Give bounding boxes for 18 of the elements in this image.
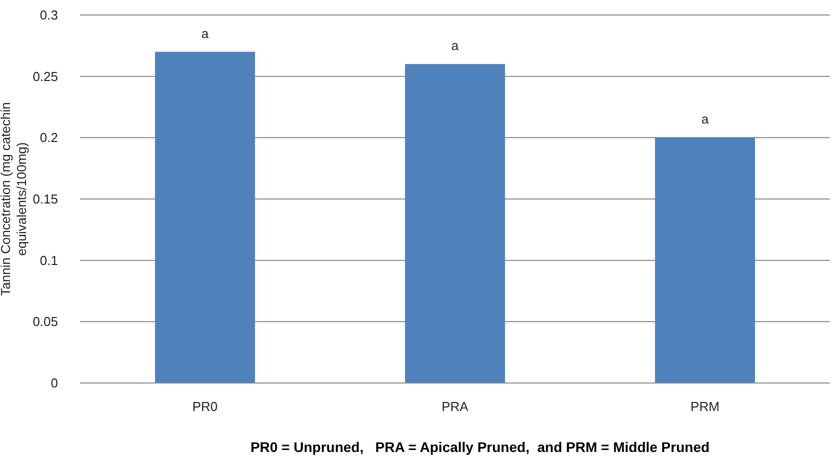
- y-tick-label: 0.3: [40, 8, 58, 23]
- y-tick-label: 0.2: [40, 130, 58, 146]
- x-tick-label: PR0: [192, 399, 218, 414]
- annotation: a: [201, 26, 210, 41]
- bar: [405, 64, 505, 383]
- bar: [155, 52, 255, 383]
- x-tick-label: PRA: [442, 399, 469, 414]
- y-axis-title: Tannin Concetration (mg catechin equivalents/100mg): [0, 102, 29, 296]
- annotation: a: [451, 38, 460, 54]
- text: PR0 = Unpruned, PRA = Apically Pruned, and PRM = Middle Pruned: [250, 439, 710, 455]
- y-tick-label: 0.15: [32, 192, 58, 207]
- y-tick-label: 0.1: [40, 252, 58, 268]
- annotation: a: [701, 112, 710, 127]
- bar: [655, 138, 755, 383]
- y-tick-label: 0.05: [32, 314, 58, 330]
- y-tick-label: 0: [50, 376, 58, 391]
- x-tick-label: PRM: [690, 399, 720, 414]
- y-tick-label: 0.25: [32, 68, 58, 84]
